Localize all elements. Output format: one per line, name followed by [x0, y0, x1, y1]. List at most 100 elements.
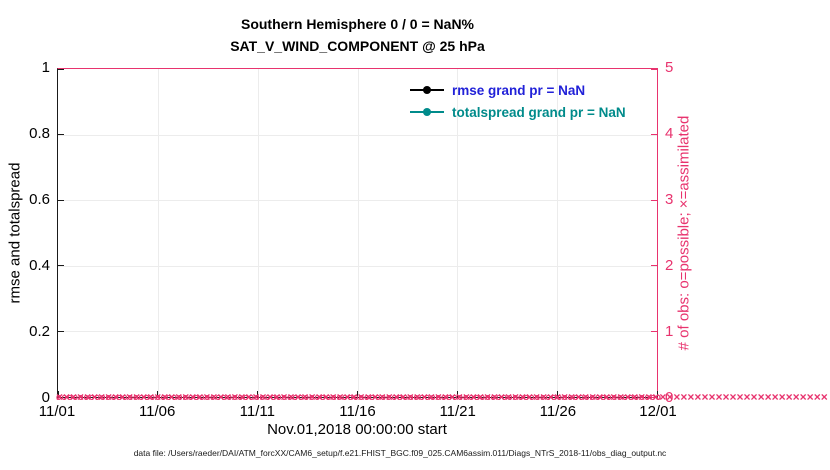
obs-assimilated-marker: ×	[91, 390, 99, 404]
obs-assimilated-marker: ×	[196, 390, 204, 404]
obs-assimilated-marker: ×	[210, 390, 218, 404]
obs-assimilated-marker: ×	[77, 390, 85, 404]
plot-area: rmse grand pr = NaN totalspread grand pr …	[56, 68, 828, 404]
obs-possible-marker: o	[281, 392, 288, 402]
obs-assimilated-marker: ×	[631, 390, 639, 404]
obs-assimilated-marker: ×	[526, 390, 534, 404]
obs-possible-marker: o	[122, 392, 128, 402]
obs-assimilated-marker: ×	[582, 390, 590, 404]
obs-possible-marker: o	[479, 392, 486, 402]
obs-possible-marker: o	[166, 392, 172, 402]
obs-possible-marker: o	[226, 392, 233, 402]
obs-assimilated-marker: ×	[533, 390, 541, 404]
obs-possible-marker: o	[331, 392, 337, 402]
obs-possible-marker: o	[320, 392, 326, 402]
obs-possible-marker: o	[534, 392, 541, 402]
obs-assimilated-marker: ×	[84, 390, 92, 404]
gridline-vertical	[157, 69, 159, 397]
obs-possible-marker: o	[78, 392, 84, 402]
obs-possible-marker: o	[111, 392, 117, 402]
obs-assimilated-marker: ×	[687, 390, 695, 404]
obs-possible-marker: o	[160, 392, 167, 402]
obs-possible-marker: o	[595, 392, 601, 402]
right-y-tick-mark	[651, 134, 657, 136]
obs-assimilated-marker: ×	[266, 390, 274, 404]
legend-label: rmse grand pr = NaN	[452, 82, 586, 98]
right-y-tick-mark	[651, 330, 657, 332]
legend-marker-dot	[423, 86, 431, 94]
legend: rmse grand pr = NaN totalspread grand pr …	[410, 79, 626, 123]
right-y-tick-mark	[651, 396, 657, 398]
obs-assimilated-marker: ×	[729, 390, 737, 404]
obs-possible-marker: o	[518, 392, 524, 402]
obs-assimilated-marker: ×	[259, 390, 267, 404]
obs-possible-marker: o	[611, 392, 618, 402]
obs-assimilated-marker: ×	[175, 390, 183, 404]
obs-possible-marker: o	[584, 392, 590, 402]
obs-assimilated-marker: ×	[112, 390, 120, 404]
obs-possible-marker: o	[127, 392, 134, 402]
obs-assimilated-marker: ×	[490, 390, 498, 404]
gridline-vertical	[257, 69, 259, 397]
x-tick-label: 11/16	[339, 403, 376, 420]
obs-possible-marker: o	[424, 392, 431, 402]
obs-possible-marker: o	[430, 392, 436, 402]
legend-marker-dot	[423, 108, 431, 116]
obs-possible-marker: o	[89, 392, 95, 402]
obs-assimilated-marker: ×	[119, 390, 127, 404]
obs-possible-marker: o	[523, 392, 530, 402]
obs-assimilated-marker: ×	[771, 390, 779, 404]
obs-possible-marker: o	[358, 392, 365, 402]
obs-possible-marker: o	[474, 392, 480, 402]
obs-assimilated-marker: ×	[343, 390, 351, 404]
obs-assimilated-marker: ×	[406, 390, 414, 404]
obs-assimilated-marker: ×	[596, 390, 604, 404]
obs-assimilated-marker: ×	[680, 390, 688, 404]
x-tick-label: 11/06	[138, 403, 176, 420]
obs-possible-marker: o	[199, 392, 205, 402]
obs-possible-marker: o	[67, 392, 73, 402]
obs-assimilated-marker: ×	[540, 390, 548, 404]
obs-assimilated-marker: ×	[98, 390, 106, 404]
obs-possible-marker: o	[276, 392, 282, 402]
x-tick-mark	[556, 391, 558, 397]
obs-possible-marker: o	[606, 392, 612, 402]
obs-possible-marker: o	[589, 392, 596, 402]
obs-possible-marker: o	[232, 392, 238, 402]
obs-assimilated-marker: ×	[273, 390, 281, 404]
left-y-tick-mark	[58, 396, 64, 398]
obs-assimilated-marker: ×	[203, 390, 211, 404]
obs-possible-marker: o	[545, 392, 552, 402]
obs-possible-marker: o	[364, 392, 370, 402]
obs-assimilated-marker: ×	[308, 390, 316, 404]
obs-assimilated-marker: ×	[231, 390, 239, 404]
gridline-horizontal	[58, 331, 657, 333]
x-tick-mark	[656, 391, 658, 397]
obs-assimilated-marker: ×	[610, 390, 618, 404]
obs-assimilated-marker: ×	[301, 390, 309, 404]
obs-possible-marker: o	[237, 392, 244, 402]
obs-possible-marker: o	[336, 392, 343, 402]
obs-possible-marker: o	[325, 392, 332, 402]
x-tick-mark	[257, 391, 259, 397]
obs-possible-marker: o	[380, 392, 387, 402]
obs-possible-marker: o	[72, 392, 79, 402]
obs-assimilated-marker: ×	[497, 390, 505, 404]
obs-possible-marker: o	[633, 392, 640, 402]
obs-possible-marker: o	[507, 392, 513, 402]
obs-assimilated-marker: ×	[505, 390, 513, 404]
obs-possible-marker: o	[402, 392, 409, 402]
obs-assimilated-marker: ×	[217, 390, 225, 404]
obs-assimilated-marker: ×	[280, 390, 288, 404]
obs-assimilated-marker: ×	[105, 390, 113, 404]
obs-assimilated-marker: ×	[483, 390, 491, 404]
obs-possible-marker: o	[243, 392, 249, 402]
x-tick-mark	[357, 391, 358, 397]
obs-assimilated-marker: ×	[764, 390, 772, 404]
obs-possible-marker: o	[485, 392, 491, 402]
obs-possible-marker: o	[408, 392, 414, 402]
obs-possible-marker: o	[149, 392, 156, 402]
x-axis-label: Nov.01,2018 00:00:00 start	[267, 421, 447, 438]
obs-possible-marker: o	[105, 392, 112, 402]
